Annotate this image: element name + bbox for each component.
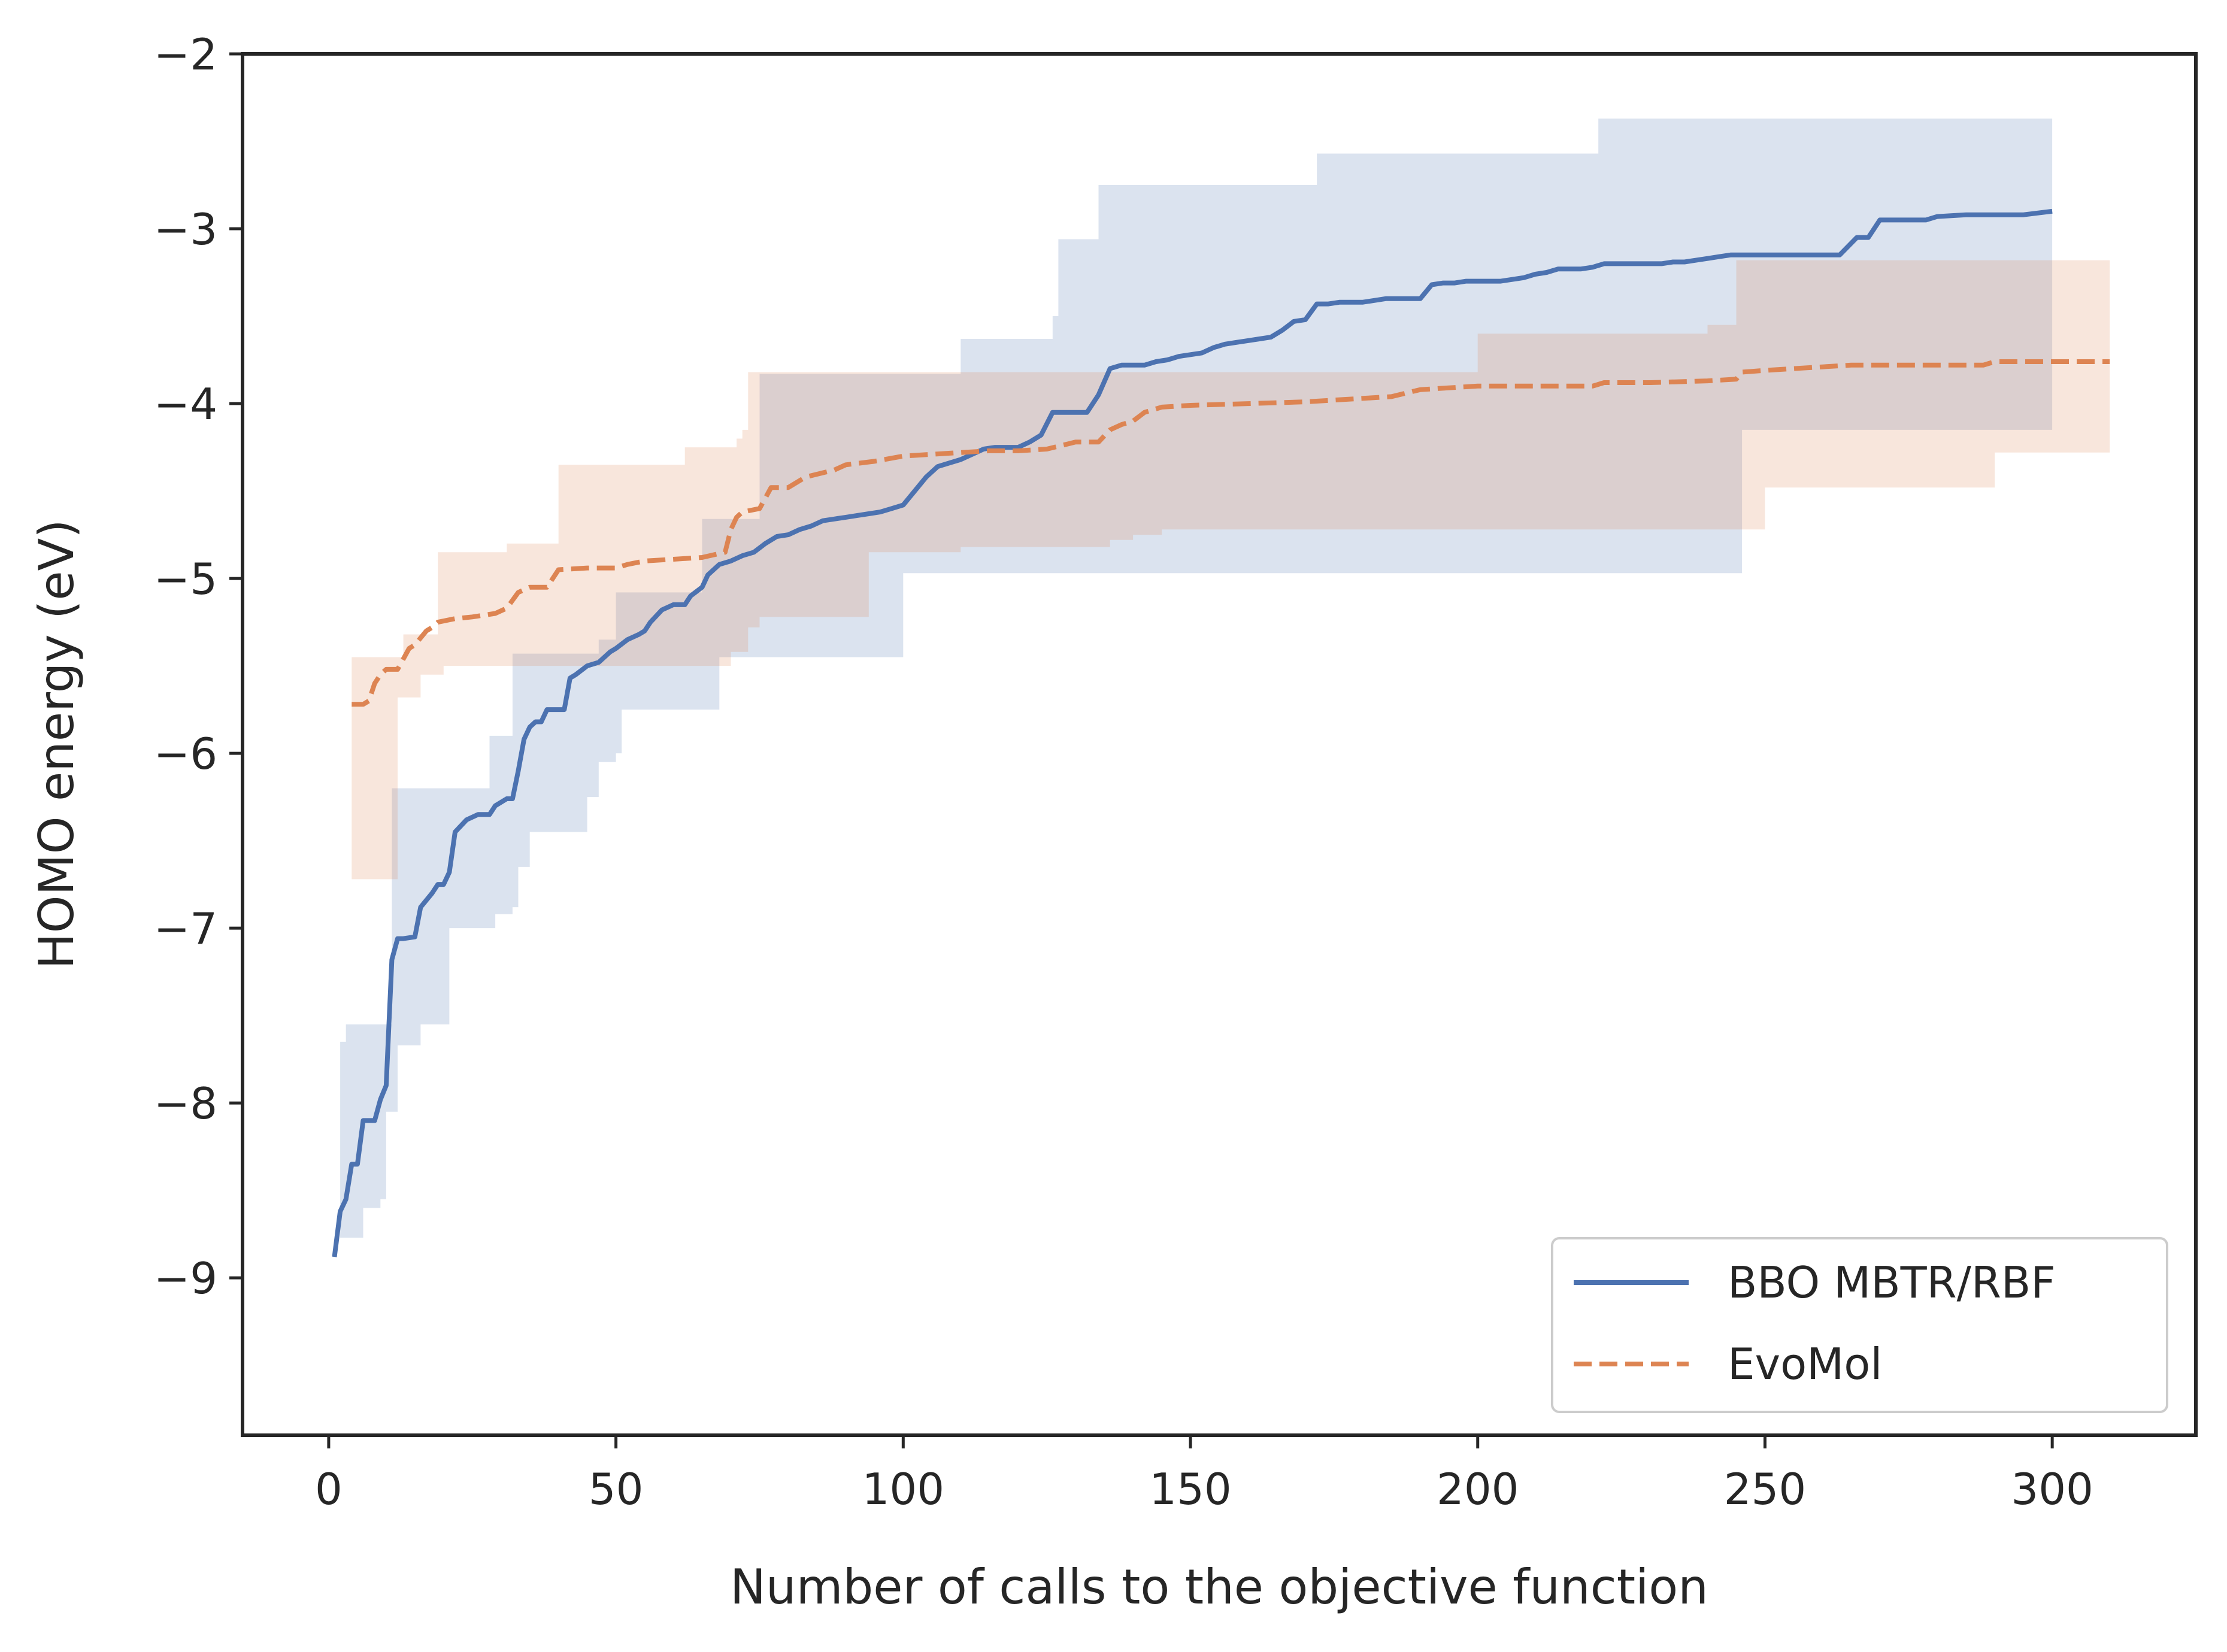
evomol-line <box>352 359 2110 707</box>
bbo-mbtr-rbf-range-band <box>334 119 2053 1366</box>
y-axis: −2 −3 −4 −5 −6 −7 −8 −9 <box>154 29 243 1304</box>
y-tick-label-9: −9 <box>154 1253 217 1304</box>
y-tick-label-8: −8 <box>154 1078 217 1129</box>
y-tick-label-7: −7 <box>154 904 217 954</box>
y-tick-label-3: −3 <box>154 204 217 254</box>
x-axis: 0 50 100 150 200 250 300 <box>315 1435 2093 1514</box>
legend-label-evomol: EvoMol <box>1728 1339 1882 1389</box>
y-tick-label-2: −2 <box>154 29 217 80</box>
x-tick-label-50: 50 <box>589 1464 644 1514</box>
x-tick-label-300: 300 <box>2011 1464 2093 1514</box>
y-axis-title: HOMO energy (eV) <box>29 519 84 969</box>
y-tick-label-6: −6 <box>154 729 217 779</box>
plot-frame <box>241 52 2198 1437</box>
legend: BBO MBTR/RBF EvoMol <box>1551 1237 2168 1413</box>
x-tick-label-150: 150 <box>1149 1464 1231 1514</box>
lines-layer <box>332 208 2110 1257</box>
evomol-range-band <box>352 260 2110 880</box>
x-axis-title: Number of calls to the objective functio… <box>730 1559 1708 1615</box>
x-tick-label-200: 200 <box>1437 1464 1519 1514</box>
x-tick-label-0: 0 <box>315 1464 343 1514</box>
y-tick-label-4: −4 <box>154 379 217 429</box>
x-tick-label-250: 250 <box>1724 1464 1806 1514</box>
x-tick-label-100: 100 <box>862 1464 944 1514</box>
y-tick-label-5: −5 <box>154 554 217 604</box>
legend-label-bbo: BBO MBTR/RBF <box>1728 1257 2056 1308</box>
legend-box <box>1551 1237 2168 1413</box>
bands-layer <box>334 119 2110 1366</box>
bbo-mbtr-rbf-line <box>332 208 2053 1257</box>
